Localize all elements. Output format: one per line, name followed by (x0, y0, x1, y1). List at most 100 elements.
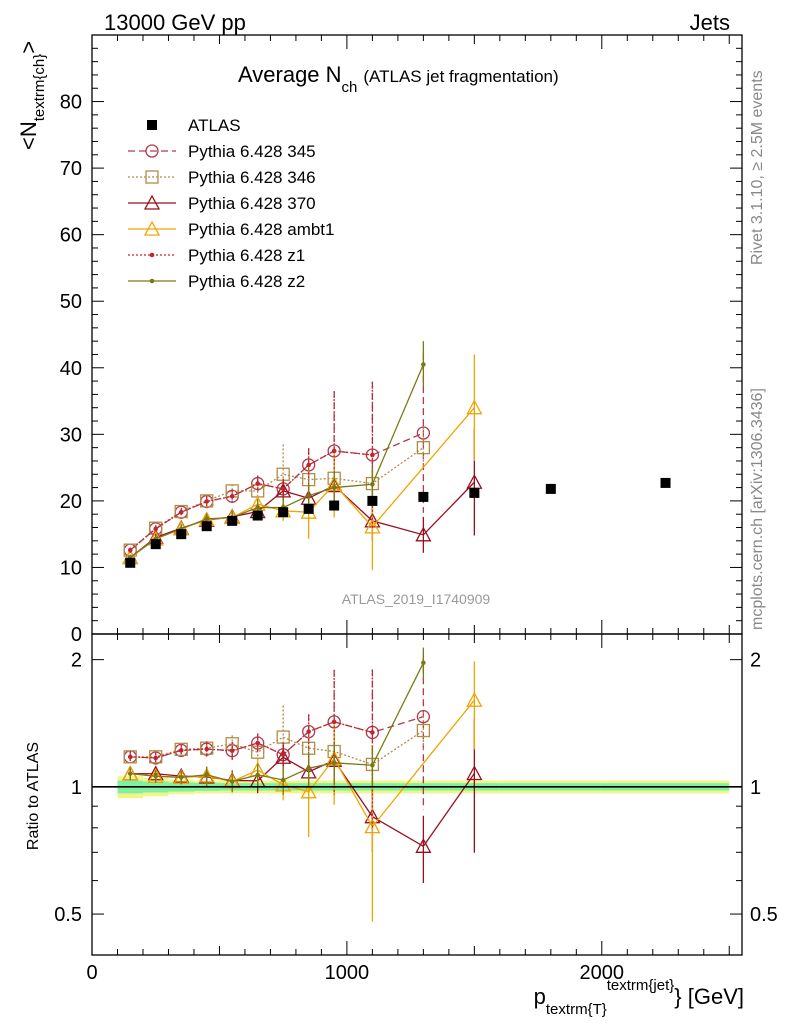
main-panel: 0 10 20 30 40 50 60 70 80 (60, 34, 743, 646)
xlabel-main: p (534, 984, 546, 1009)
marker-dot (229, 779, 235, 784)
legend-item: Pythia 6.428 370 (128, 194, 316, 213)
marker-triangle (300, 783, 317, 799)
marker-filled-square (150, 539, 161, 550)
marker-dot (255, 772, 260, 778)
marker-dot (370, 481, 375, 487)
main-plot-area (122, 341, 671, 571)
marker-dot (421, 660, 426, 666)
marker-dot (204, 516, 210, 522)
legend-label: Pythia 6.428 345 (188, 142, 316, 161)
marker-triangle (364, 518, 381, 534)
marker-filled-square (278, 507, 289, 518)
mcplots-label: mcplots.cern.ch [arXiv:1306.3436] (749, 388, 766, 630)
marker-filled-square (252, 510, 263, 521)
ratio-tick-label: 2 (71, 650, 82, 672)
marker-dot (331, 760, 337, 766)
ratio-tick-label: 0.5 (750, 904, 778, 926)
legend-label: Pythia 6.428 z2 (188, 272, 305, 291)
marker-dot (280, 752, 286, 758)
y-tick-label: 0 (71, 624, 82, 646)
marker-filled-square (201, 521, 212, 532)
y-tick-label: 60 (60, 225, 82, 247)
ratio-ylabel: Ratio to ATLAS (25, 742, 42, 850)
legend-label: ATLAS (188, 116, 241, 135)
x-tick-label: 0 (86, 962, 97, 984)
analysis-id: ATLAS_2019_I1740909 (342, 591, 491, 607)
x-tick-label: 2000 (580, 962, 625, 984)
series-ratio-1 (123, 705, 431, 786)
marker-dot (204, 746, 210, 752)
y-tick-label: 50 (60, 291, 82, 313)
ratio-series-line (130, 699, 475, 828)
ratio-series-line (130, 721, 373, 759)
ratio-panel: 0 1000 2000 0.5 0.5 1 1 2 2 (54, 633, 778, 984)
series-line (129, 450, 373, 551)
marker-circle (251, 736, 265, 750)
marker-circle (145, 144, 159, 158)
marker-dot (149, 278, 155, 284)
marker-dot (178, 509, 184, 515)
series-ratio-5 (127, 647, 426, 796)
marker-filled-square (125, 557, 136, 568)
ylabel-end: > (16, 41, 41, 54)
marker-circle (416, 709, 431, 724)
y-tick-label: 40 (60, 358, 82, 380)
marker-square (149, 750, 163, 764)
main-ylabel: <Ntextrm{ch}> (16, 41, 48, 150)
marker-filled-square (545, 483, 556, 494)
marker-filled-square (367, 495, 378, 506)
chart-title: Average Nch (ATLAS jet fragmentation) (238, 62, 559, 96)
series-ratio-4 (127, 669, 375, 829)
legend: ATLAS Pythia 6.428 345 Pythia 6.428 346 Pyt… (128, 116, 334, 291)
marker-triangle (143, 220, 161, 236)
ylabel-main: <N (16, 121, 41, 150)
marker-dot (255, 481, 260, 486)
ratio-frame (91, 633, 743, 956)
marker-square (145, 170, 159, 184)
legend-label: Pythia 6.428 z1 (188, 246, 305, 265)
marker-dot (153, 773, 159, 779)
marker-dot (127, 771, 133, 776)
xlabel-sub: textrm{T} (546, 1001, 607, 1018)
marker-dot (331, 719, 337, 725)
marker-dot (153, 755, 159, 761)
marker-square (416, 440, 431, 455)
marker-filled-square (329, 500, 340, 511)
legend-item: Pythia 6.428 345 (128, 142, 316, 161)
marker-dot (255, 505, 260, 510)
y-tick-label: 80 (60, 92, 82, 114)
marker-dot (306, 493, 311, 498)
marker-dot (255, 740, 260, 746)
marker-dot (149, 252, 155, 258)
header-process: Jets (690, 10, 730, 35)
ratio-plot-area (117, 647, 730, 922)
marker-dot (204, 499, 210, 504)
y-tick-label: 30 (60, 424, 82, 446)
marker-dot (306, 462, 311, 468)
legend-label: Pythia 6.428 ambt1 (188, 220, 334, 239)
xlabel-end: } [GeV] (674, 984, 744, 1009)
marker-dot (370, 452, 375, 458)
marker-dot (153, 526, 159, 532)
marker-triangle (143, 194, 161, 210)
xlabel-sup: textrm{jet} (607, 977, 675, 994)
marker-dot (370, 762, 375, 768)
marker-square (276, 730, 290, 744)
marker-filled-square (227, 515, 238, 526)
y-tick-label: 10 (60, 557, 82, 579)
legend-item: Pythia 6.428 346 (128, 168, 316, 187)
series-main-5 (127, 341, 426, 561)
marker-dot (204, 772, 210, 778)
legend-item: ATLAS (147, 116, 241, 135)
marker-dot (229, 493, 235, 499)
series-main-1 (123, 427, 431, 557)
marker-triangle (466, 765, 483, 781)
series-main-4 (127, 381, 375, 553)
y-tick-label: 70 (60, 158, 82, 180)
marker-filled-square (418, 491, 429, 502)
legend-item: Pythia 6.428 z1 (128, 246, 305, 265)
marker-triangle (466, 399, 483, 415)
